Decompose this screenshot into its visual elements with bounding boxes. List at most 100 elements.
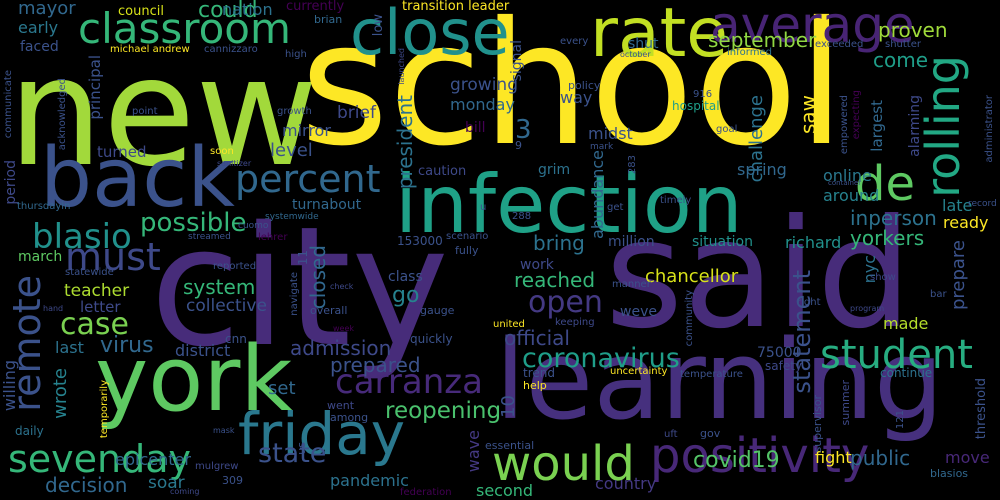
word-abundance: abundance: [588, 150, 607, 239]
word-weve: weve: [620, 304, 657, 320]
word-carranza: carranza: [335, 362, 483, 402]
word-go: go: [392, 283, 420, 308]
word-shut: shut: [628, 36, 659, 52]
word-midst: midst: [588, 124, 633, 143]
word-official: official: [504, 326, 570, 350]
word-possible: possible: [140, 208, 247, 238]
word-uft: uft: [664, 429, 678, 440]
word-empowered: empowered: [839, 95, 850, 155]
word-shutter: shutter: [885, 39, 921, 50]
word-work: work: [520, 257, 554, 273]
word-wave: wave: [464, 430, 483, 473]
word-learning: learning: [495, 316, 944, 444]
word-million: million: [608, 234, 655, 250]
word-proven: proven: [878, 18, 948, 42]
word-goal: goal: [716, 124, 738, 135]
word-admission: admission: [290, 336, 392, 360]
word-country: country: [595, 474, 657, 493]
word-blasios: blasios: [930, 467, 969, 480]
word-blasio: blasio: [32, 217, 132, 257]
word-second: second: [476, 481, 534, 500]
word-turned: turned: [97, 143, 147, 161]
word-new: new: [8, 26, 319, 200]
word-level: level: [270, 140, 313, 161]
word-cannizzaro: cannizzaro: [204, 44, 258, 55]
word-coronavirus: coronavirus: [522, 343, 680, 374]
word-late: late: [942, 196, 973, 215]
word-low: low: [371, 14, 386, 37]
word-288: 288: [512, 211, 532, 222]
word-75000: 75000: [757, 345, 802, 361]
word-wrote: wrote: [50, 368, 71, 419]
word-friday: friday: [238, 400, 406, 468]
word-letter: letter: [80, 298, 121, 316]
word-move: move: [945, 448, 990, 467]
word-must: must: [65, 235, 161, 279]
word-positivity: positivity: [650, 428, 870, 484]
word-rate: rate: [590, 0, 729, 73]
word-sanitizer: sanitizer: [217, 159, 252, 168]
word-soar: soar: [148, 473, 185, 493]
word-bill: bill: [465, 120, 486, 136]
word-coming: coming: [170, 487, 200, 496]
word-infection: infection: [395, 158, 743, 251]
word-mirror: mirror: [282, 121, 331, 140]
word-united: united: [493, 319, 525, 330]
word-9: 9: [515, 139, 522, 152]
word-growth: growth: [277, 106, 312, 117]
word-ready: ready: [943, 213, 989, 232]
word-epicenter: epicenter: [115, 450, 191, 469]
word-threshold: threshold: [974, 378, 989, 440]
word-october: october: [620, 50, 651, 59]
word-mayor: mayor: [18, 0, 76, 19]
word-u: u: [480, 202, 487, 213]
word-reached: reached: [514, 268, 596, 292]
word-thursdayin: thursdayin: [17, 201, 71, 212]
word-program: program: [850, 304, 885, 313]
word-record: record: [968, 199, 997, 209]
word-went: went: [327, 399, 355, 412]
word-11: 11: [296, 250, 310, 266]
word-closed: closed: [306, 245, 330, 310]
word-virus: virus: [100, 333, 154, 358]
word-york: york: [95, 327, 293, 432]
word-could: could: [198, 0, 258, 23]
word-reported: reported: [213, 261, 257, 272]
word-check: check: [330, 282, 354, 291]
word-expecting: expecting: [851, 90, 862, 140]
word-covid19: covid19: [693, 448, 780, 473]
word-back: back: [40, 131, 235, 226]
word-temperature: temperature: [680, 369, 743, 380]
word-cnn: cnn: [225, 332, 247, 346]
word-transition-leader: transition leader: [402, 0, 510, 14]
word-percent: percent: [235, 157, 381, 201]
word-richard: richard: [785, 233, 842, 252]
word-essential: essential: [485, 439, 535, 452]
word-period: period: [3, 160, 19, 205]
word-navigate: navigate: [289, 272, 300, 316]
word-hospital: hospital: [672, 99, 720, 113]
word-close: close: [350, 0, 510, 69]
word-administrator: administrator: [984, 95, 995, 163]
word-916: 916: [693, 89, 713, 100]
word-temporarily: temporarily: [99, 380, 110, 439]
word-informed: informed: [727, 47, 772, 58]
word-willing: willing: [0, 360, 19, 412]
word-among: among: [330, 411, 369, 424]
word-right: right: [797, 297, 821, 308]
word-hand: hand: [43, 304, 64, 313]
word-situation: situation: [692, 234, 753, 250]
word-school: school: [300, 0, 846, 184]
word-prepared: prepared: [330, 353, 421, 377]
word-policy: policy: [568, 79, 601, 92]
word-michael-andrew: michael andrew: [110, 44, 190, 55]
word-153000: 153000: [397, 234, 443, 248]
word-gov: gov: [700, 427, 721, 440]
word-safety: safety: [765, 359, 803, 373]
word-brian: brian: [314, 13, 343, 26]
word-bar: bar: [930, 289, 947, 300]
word-brief: brief: [337, 103, 376, 123]
word-currently: currently: [286, 0, 345, 14]
word-streamed: streamed: [188, 232, 231, 242]
